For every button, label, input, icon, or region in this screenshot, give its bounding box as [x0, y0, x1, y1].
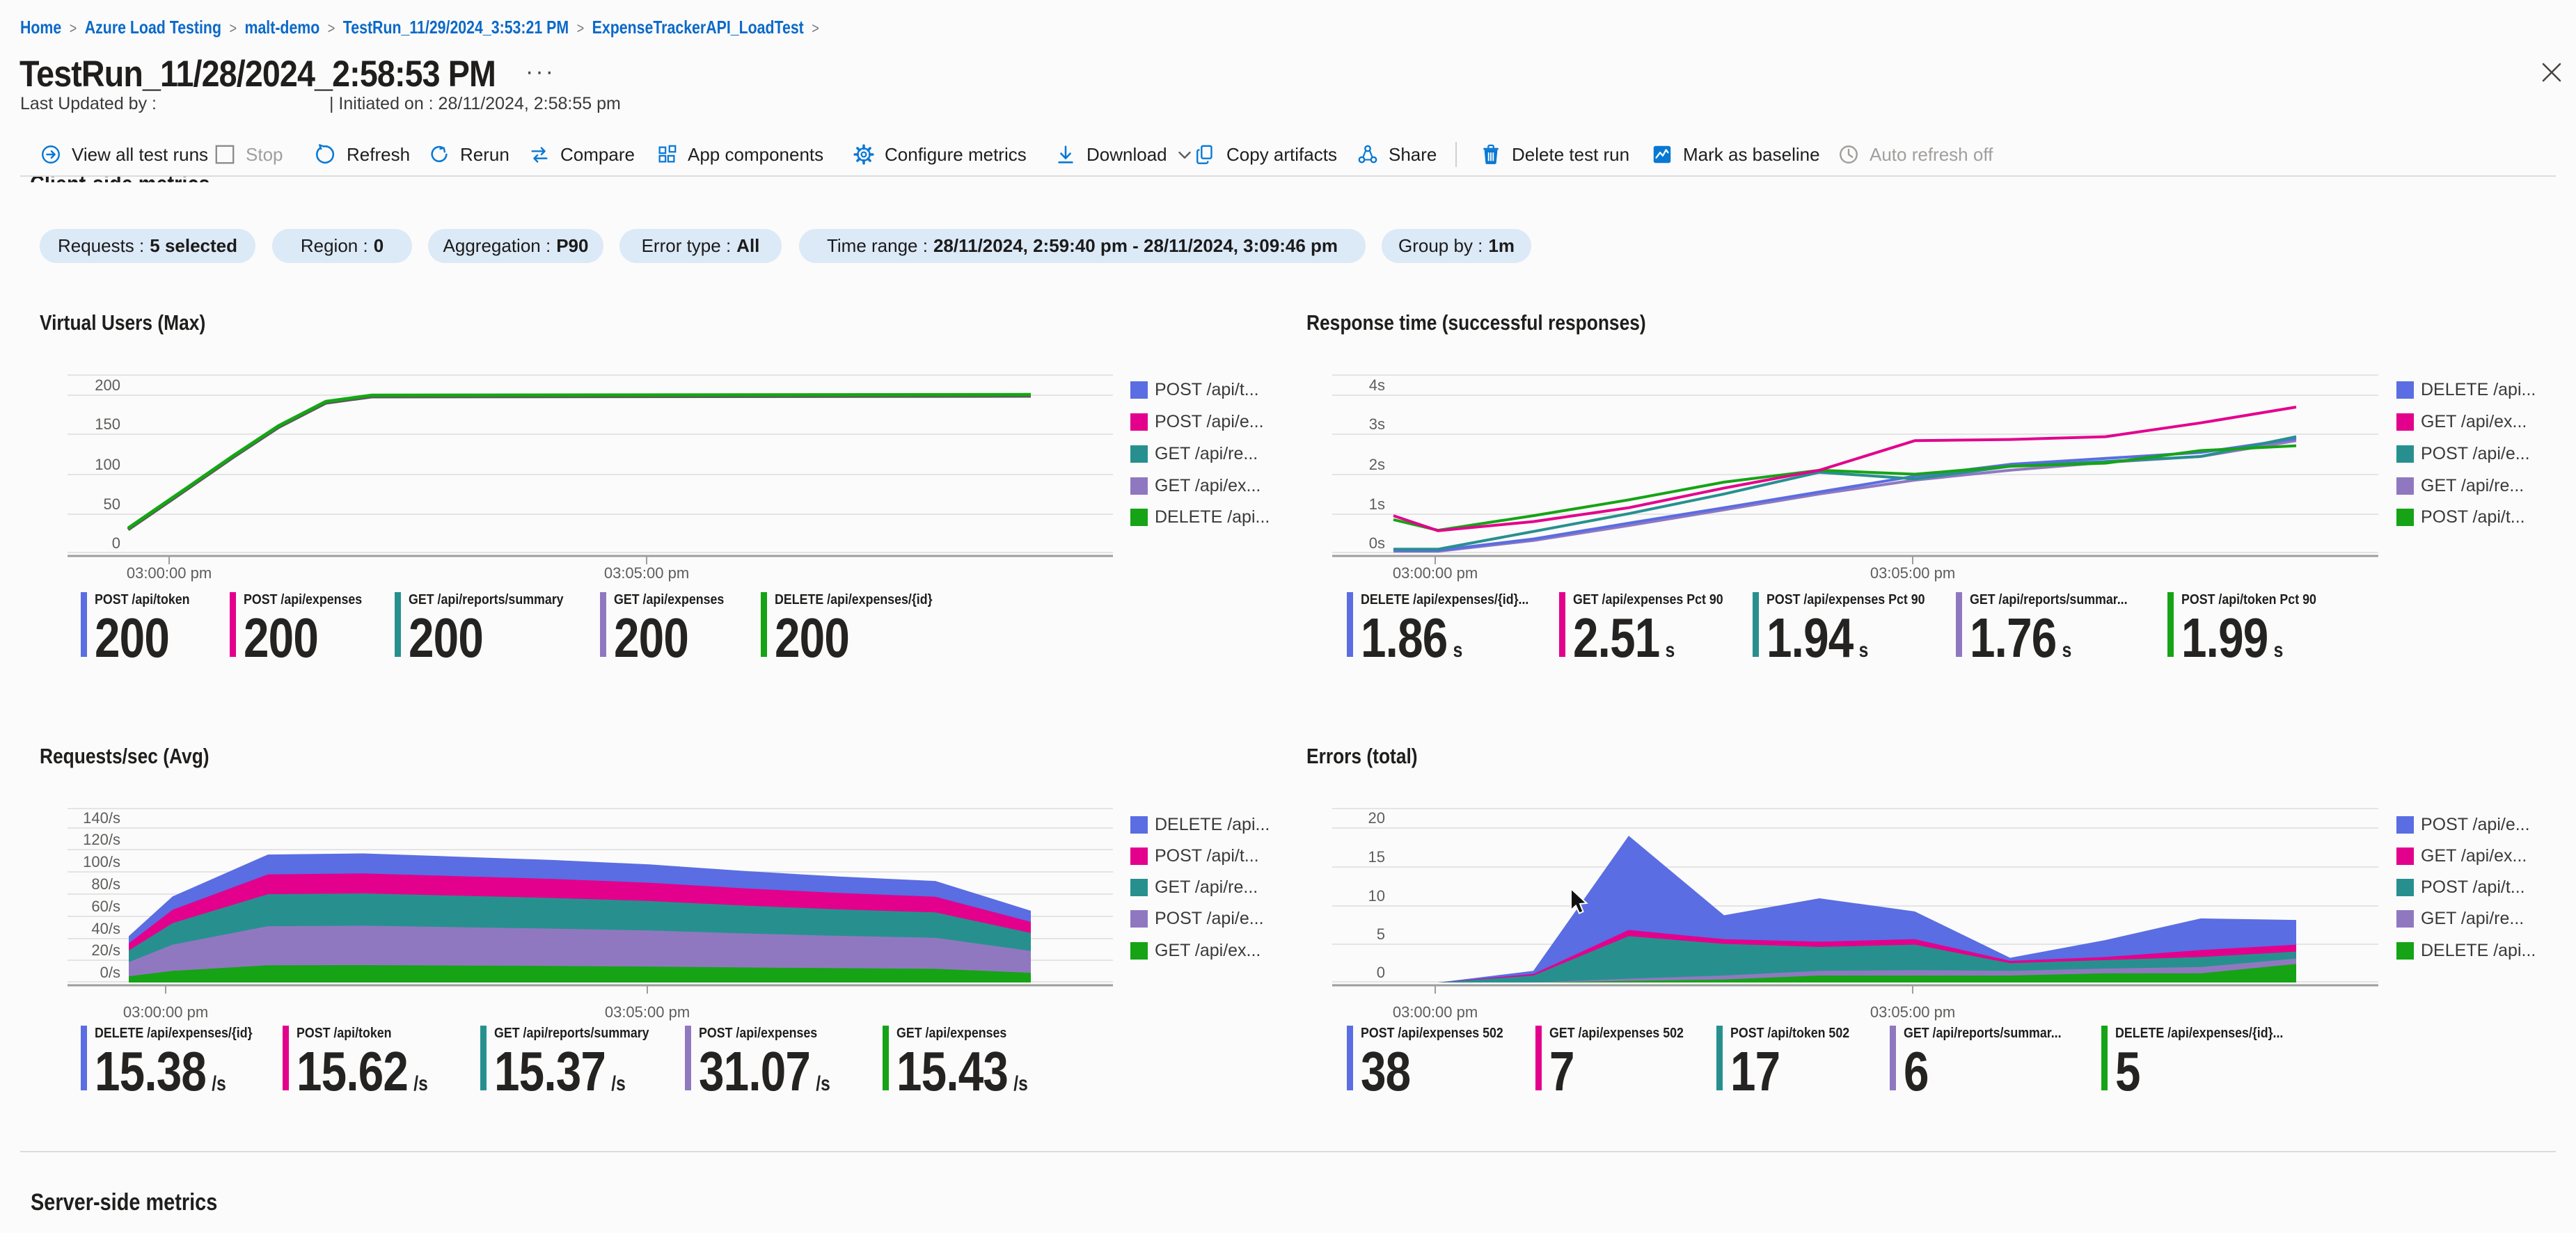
svg-text:20/s: 20/s [91, 941, 120, 959]
svg-text:120/s: 120/s [83, 831, 120, 848]
svg-text:03:00:00 pm: 03:00:00 pm [1393, 1003, 1478, 1021]
svg-text:0s: 0s [1369, 534, 1385, 552]
svg-text:03:00:00 pm: 03:00:00 pm [1393, 564, 1478, 582]
svg-text:5: 5 [1377, 925, 1385, 943]
svg-text:03:00:00 pm: 03:00:00 pm [127, 564, 212, 582]
svg-text:40/s: 40/s [91, 920, 120, 937]
svg-text:0/s: 0/s [100, 964, 120, 981]
svg-text:100/s: 100/s [83, 853, 120, 870]
svg-text:03:00:00 pm: 03:00:00 pm [123, 1003, 208, 1021]
svg-text:2s: 2s [1369, 456, 1385, 473]
svg-text:1s: 1s [1369, 495, 1385, 513]
svg-text:100: 100 [95, 456, 120, 473]
svg-text:20: 20 [1368, 809, 1385, 827]
svg-text:60/s: 60/s [91, 898, 120, 915]
svg-text:50: 50 [104, 495, 120, 513]
svg-text:150: 150 [95, 415, 120, 433]
svg-text:3s: 3s [1369, 415, 1385, 433]
svg-text:200: 200 [95, 376, 120, 394]
svg-text:03:05:00 pm: 03:05:00 pm [1870, 1003, 1955, 1021]
svg-text:0: 0 [1377, 964, 1385, 981]
svg-text:0: 0 [112, 534, 120, 552]
svg-text:80/s: 80/s [91, 875, 120, 893]
svg-text:03:05:00 pm: 03:05:00 pm [605, 1003, 690, 1021]
svg-text:140/s: 140/s [83, 809, 120, 827]
svg-text:4s: 4s [1369, 376, 1385, 394]
svg-text:03:05:00 pm: 03:05:00 pm [604, 564, 689, 582]
svg-text:15: 15 [1368, 848, 1385, 866]
svg-text:03:05:00 pm: 03:05:00 pm [1870, 564, 1955, 582]
svg-text:10: 10 [1368, 887, 1385, 905]
